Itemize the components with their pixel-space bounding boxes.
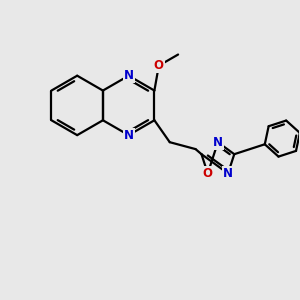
Text: O: O (154, 59, 164, 72)
Text: N: N (213, 136, 223, 149)
Text: N: N (124, 69, 134, 82)
Text: N: N (223, 167, 233, 180)
Text: N: N (124, 129, 134, 142)
Text: O: O (203, 167, 213, 180)
